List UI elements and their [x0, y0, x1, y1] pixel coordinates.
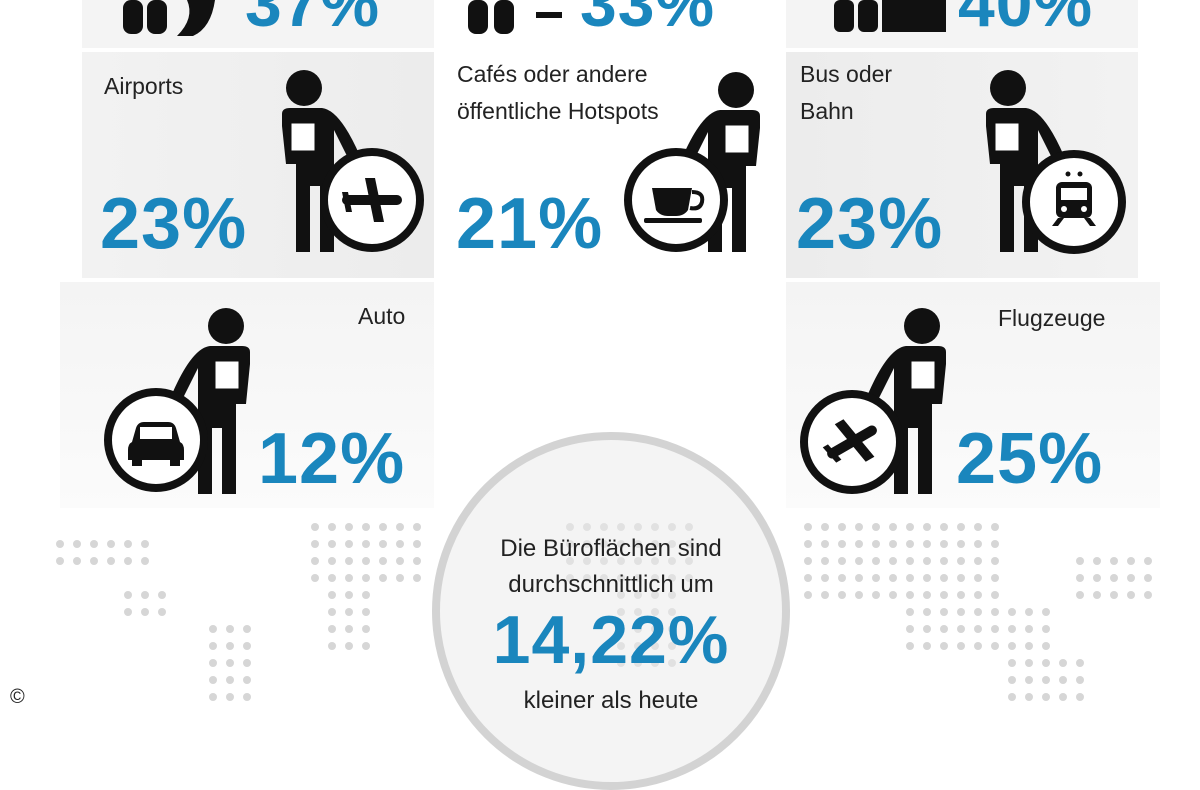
percent-bus-bahn: 23%	[796, 184, 944, 264]
airplane-icon	[342, 178, 402, 222]
person-figure-top-center	[468, 0, 562, 34]
office-text-line2: durchschnittlich um	[508, 571, 714, 598]
train-icon	[1052, 171, 1096, 226]
percent-auto: 12%	[258, 419, 406, 499]
percent-cafes: 21%	[456, 184, 604, 264]
office-text-line1: Die Büroflächen sind	[500, 535, 722, 562]
percent-top-left: 37%	[245, 0, 381, 40]
person-with-car-figure	[104, 308, 250, 494]
label-cafes: Cafés oder andere öffentliche Hotspots	[457, 61, 659, 124]
percent-top-center: 33%	[580, 0, 716, 40]
person-figure-top-right	[834, 0, 946, 32]
tile-top-center	[434, 0, 786, 48]
office-text-line3: kleiner als heute	[523, 687, 699, 714]
person-with-airplane-figure	[282, 70, 424, 252]
percent-flugzeuge: 25%	[956, 419, 1104, 499]
office-percent: 14,22%	[492, 602, 730, 678]
label-flugzeuge: Flugzeuge	[998, 305, 1106, 331]
copyright-symbol: ©	[10, 686, 25, 708]
airplane-icon	[822, 419, 877, 463]
person-with-airplane-figure-2	[800, 308, 946, 494]
label-auto: Auto	[358, 303, 406, 329]
coffee-cup-icon	[644, 188, 705, 223]
label-bus-bahn: Bus oder Bahn	[800, 61, 893, 124]
percent-airports: 23%	[100, 184, 248, 264]
label-airports: Airports	[104, 73, 184, 99]
person-figure-top-left	[123, 0, 215, 36]
person-with-train-figure	[986, 70, 1126, 254]
person-with-coffee-figure	[624, 72, 760, 252]
percent-top-right: 40%	[958, 0, 1094, 40]
car-icon	[128, 422, 184, 466]
